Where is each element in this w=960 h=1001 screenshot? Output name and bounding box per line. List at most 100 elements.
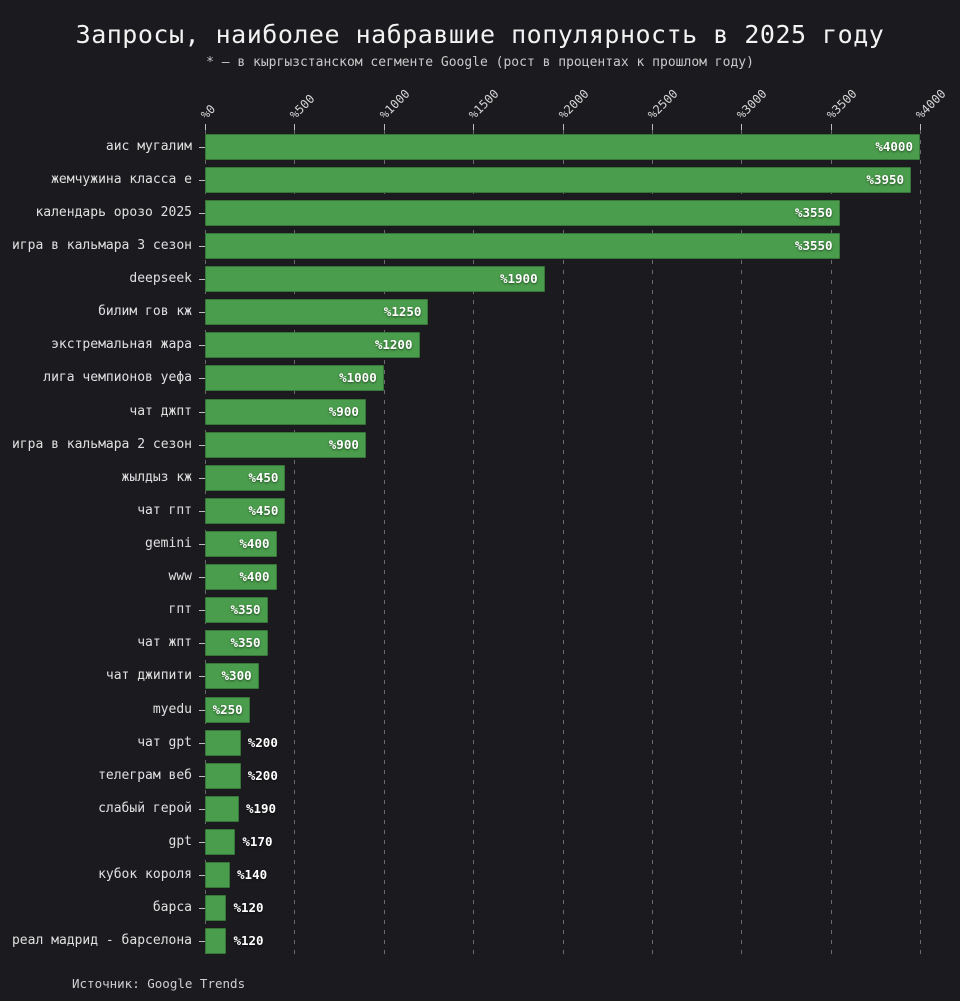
- y-axis-tick: [199, 643, 205, 645]
- category-label: deepseek: [129, 271, 192, 287]
- gridline: [473, 130, 475, 958]
- value-label: %400: [239, 569, 270, 585]
- gridline: [741, 130, 743, 958]
- value-label: %900: [328, 403, 359, 419]
- category-label: чат жпт: [137, 635, 192, 651]
- y-axis-tick: [199, 146, 205, 148]
- bar: [205, 464, 286, 491]
- y-axis-tick: [199, 212, 205, 214]
- value-label: %1900: [499, 271, 538, 287]
- category-label: гпт: [168, 602, 192, 618]
- value-label: %200: [247, 734, 278, 750]
- bar: [205, 895, 227, 922]
- value-label: %3950: [866, 171, 905, 187]
- value-label: %4000: [875, 138, 913, 154]
- x-tick-label: %0: [198, 101, 219, 122]
- y-axis-tick: [199, 477, 205, 479]
- bar: [205, 332, 420, 359]
- x-axis-tick: [294, 124, 296, 130]
- bar: [205, 232, 840, 259]
- y-axis-tick: [199, 510, 205, 512]
- bar: [205, 365, 384, 392]
- x-axis-tick: [920, 124, 921, 130]
- category-label: барса: [152, 900, 192, 916]
- y-axis-tick: [199, 378, 205, 380]
- gridline: [651, 130, 653, 958]
- value-label: %1250: [383, 304, 422, 320]
- y-axis-tick: [199, 808, 205, 810]
- y-axis-tick: [199, 908, 205, 910]
- value-label: %3550: [794, 204, 833, 220]
- chart-title: Запросы, наиболее набравшие популярность…: [75, 20, 885, 49]
- category-label: кубок короля: [98, 867, 192, 883]
- category-label: игра в кальмара 3 сезон: [11, 237, 192, 253]
- category-label: лига чемпионов уефа: [43, 370, 192, 386]
- category-label: слабый герой: [98, 800, 192, 816]
- value-label: %300: [221, 668, 252, 684]
- value-label: %350: [230, 602, 261, 618]
- y-axis-tick: [199, 775, 205, 777]
- category-label: жемчужина класса е: [51, 171, 192, 187]
- category-label: игра в кальмара 2 сезон: [11, 436, 192, 452]
- bar: [205, 597, 268, 624]
- y-axis-tick: [199, 444, 205, 446]
- value-label: %450: [248, 502, 279, 518]
- y-axis-tick: [199, 709, 205, 711]
- category-label: www: [168, 569, 192, 585]
- y-axis-tick: [199, 577, 205, 579]
- bar: [205, 862, 231, 889]
- gridline: [562, 130, 564, 958]
- bar: [205, 266, 545, 293]
- category-label: билим гов кж: [98, 304, 192, 320]
- bar: [205, 398, 366, 425]
- bar: [205, 199, 840, 226]
- value-label: %350: [230, 635, 261, 651]
- x-tick-label: %2000: [555, 86, 592, 122]
- y-axis-tick: [199, 312, 205, 314]
- bar: [205, 663, 259, 690]
- y-axis-tick: [199, 279, 205, 281]
- value-label: %120: [233, 900, 264, 916]
- category-label: реал мадрид - барселона: [11, 933, 192, 949]
- bar: [205, 928, 227, 955]
- x-tick-label: %500: [287, 91, 318, 122]
- y-axis-tick: [199, 544, 205, 545]
- y-axis-tick: [199, 875, 205, 877]
- bar: [205, 762, 241, 789]
- value-label: %1000: [339, 370, 377, 386]
- x-tick-label: %3000: [734, 86, 770, 122]
- value-label: %3550: [794, 237, 833, 253]
- y-axis-tick: [199, 941, 205, 943]
- bar: [205, 829, 236, 856]
- bar: [205, 431, 366, 458]
- value-label: %450: [248, 469, 279, 485]
- category-label: аис мугалим: [105, 138, 192, 154]
- plot-area: %4000 %3950 %3550 %3550 %1900 %1250 %1200 %1000…: [205, 124, 921, 958]
- category-label: чат джипити: [105, 668, 192, 684]
- gridline: [920, 130, 921, 958]
- category-label: жылдыз кж: [121, 469, 192, 485]
- chart-subtitle: * — в кыргызстанском сегменте Google (ро…: [206, 55, 754, 70]
- value-label: %190: [245, 800, 277, 816]
- x-tick-label: %1000: [376, 86, 413, 122]
- bar: [205, 166, 912, 193]
- y-axis-tick: [199, 345, 205, 347]
- x-axis-tick: [205, 124, 206, 130]
- bar: [205, 696, 250, 723]
- y-axis-tick: [199, 245, 205, 247]
- category-label: телеграм веб: [98, 767, 192, 783]
- x-axis-tick: [830, 124, 832, 130]
- y-axis-tick: [199, 610, 205, 612]
- x-tick-label: %1500: [466, 86, 502, 122]
- x-axis-tick: [473, 124, 475, 130]
- value-label: %900: [328, 436, 359, 452]
- value-label: %250: [212, 701, 243, 717]
- value-label: %200: [247, 767, 278, 783]
- value-label: %1200: [374, 337, 413, 353]
- bar: [205, 630, 268, 657]
- x-tick-label: %2500: [644, 86, 681, 122]
- y-axis-tick: [199, 179, 205, 181]
- category-label: gpt: [168, 834, 192, 850]
- bar: [205, 729, 241, 756]
- bar: [205, 564, 277, 591]
